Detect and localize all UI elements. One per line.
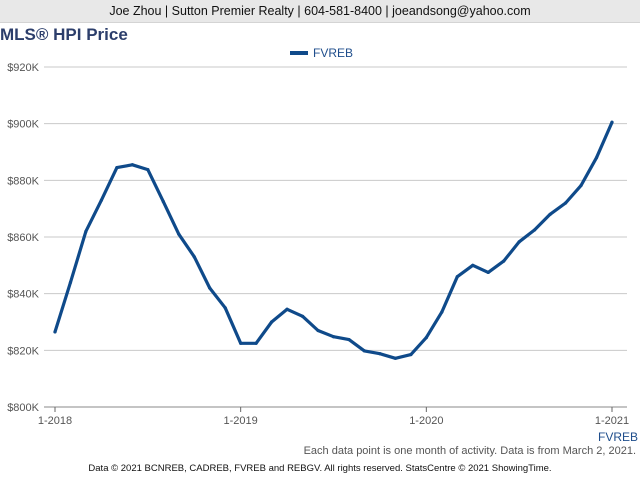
y-tick-label: $820K bbox=[7, 345, 39, 357]
data-point bbox=[347, 337, 351, 342]
page-title: MLS® HPI Price bbox=[0, 25, 128, 44]
data-point bbox=[471, 263, 475, 267]
data-point bbox=[502, 259, 506, 263]
data-point bbox=[393, 356, 397, 360]
data-point bbox=[208, 286, 212, 290]
data-point bbox=[254, 341, 258, 345]
data-point bbox=[533, 228, 537, 232]
copyright-footer: Data © 2021 BCNREB, CADREB, FVREB and RE… bbox=[88, 463, 552, 474]
data-point bbox=[610, 120, 614, 124]
data-point bbox=[146, 167, 150, 172]
series-line-fvreb bbox=[53, 120, 614, 360]
data-point bbox=[84, 229, 88, 233]
data-point bbox=[579, 183, 583, 188]
data-point bbox=[563, 201, 568, 205]
contact-info: Joe Zhou | Sutton Premier Realty | 604-5… bbox=[109, 4, 531, 18]
data-point bbox=[285, 307, 289, 311]
data-point bbox=[486, 270, 490, 275]
legend-label: FVREB bbox=[313, 46, 354, 60]
data-point bbox=[378, 352, 382, 356]
data-point bbox=[517, 240, 521, 244]
y-tick-label: $860K bbox=[7, 232, 39, 244]
contact-bar: Joe Zhou | Sutton Premier Realty | 604-5… bbox=[0, 0, 640, 23]
data-point bbox=[409, 352, 413, 357]
y-tick-label: $840K bbox=[7, 289, 39, 301]
chart-legend: FVREB bbox=[290, 46, 353, 60]
legend-swatch bbox=[290, 51, 308, 55]
data-point bbox=[177, 232, 181, 236]
data-point bbox=[362, 349, 367, 353]
data-point bbox=[223, 306, 227, 310]
data-point bbox=[53, 330, 57, 334]
data-point bbox=[331, 335, 336, 339]
data-point bbox=[192, 255, 196, 259]
y-tick-label: $880K bbox=[7, 175, 39, 187]
y-tick-label: $800K bbox=[7, 402, 39, 414]
x-tick-label: 1-2018 bbox=[38, 415, 72, 427]
x-tick-label: 1-2020 bbox=[409, 415, 443, 427]
data-point bbox=[548, 212, 552, 216]
data-point bbox=[115, 165, 119, 170]
data-point bbox=[300, 314, 305, 318]
data-point bbox=[270, 320, 274, 324]
data-point bbox=[440, 310, 444, 314]
y-tick-label: $900K bbox=[7, 119, 39, 131]
data-point bbox=[68, 280, 73, 284]
data-point bbox=[130, 163, 134, 167]
data-point bbox=[424, 335, 428, 340]
data-note: Each data point is one month of activity… bbox=[303, 445, 636, 457]
data-point bbox=[99, 198, 104, 202]
region-label: FVREB bbox=[597, 430, 638, 444]
data-point bbox=[316, 328, 320, 333]
data-point bbox=[239, 341, 243, 345]
data-point bbox=[161, 199, 165, 204]
data-point bbox=[455, 275, 459, 279]
data-point bbox=[594, 156, 599, 160]
y-tick-label: $920K bbox=[7, 62, 39, 74]
x-tick-label: 1-2021 bbox=[595, 415, 629, 427]
x-tick-label: 1-2019 bbox=[224, 415, 258, 427]
